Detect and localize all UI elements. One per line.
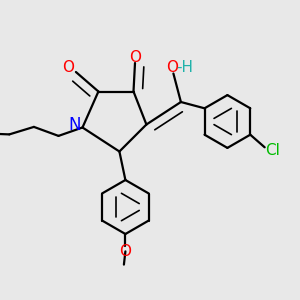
Text: O: O xyxy=(166,60,178,75)
Text: -H: -H xyxy=(176,60,193,75)
Text: O: O xyxy=(62,60,74,75)
Text: O: O xyxy=(119,244,131,259)
Text: N: N xyxy=(68,116,81,134)
Text: Cl: Cl xyxy=(265,143,280,158)
Text: O: O xyxy=(129,50,141,65)
